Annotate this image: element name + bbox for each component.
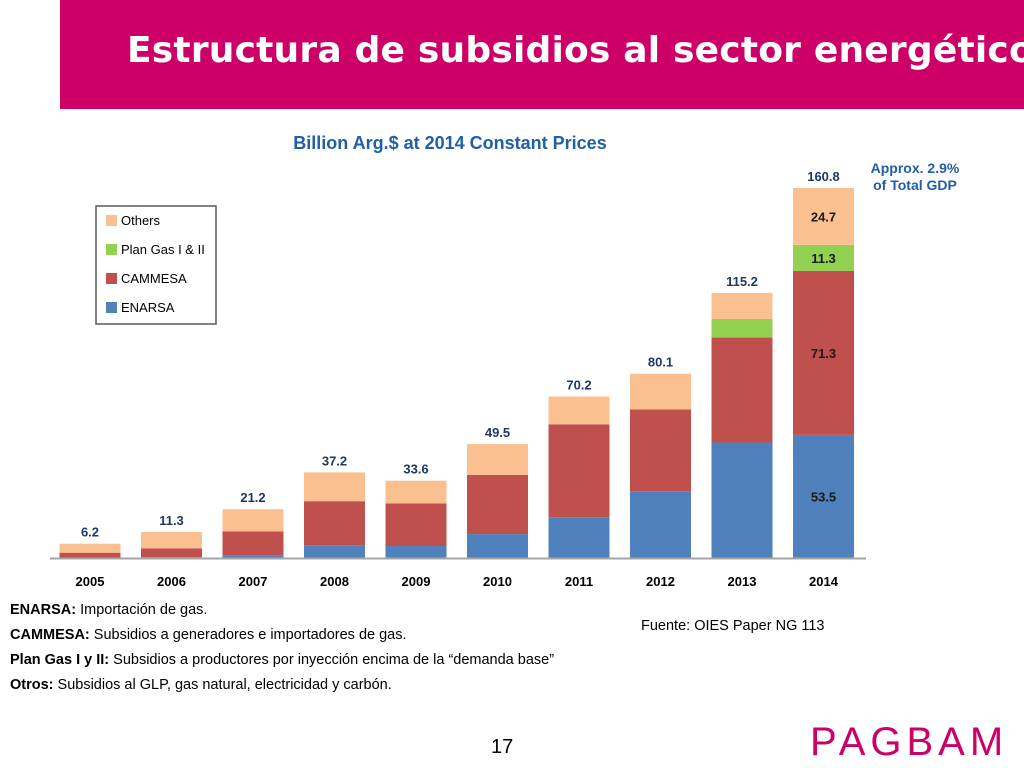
bar-segment [141,531,202,549]
x-tick-label: 2010 [483,574,512,589]
note-cammesa: CAMMESA: Subsidios a generadores e impor… [10,623,670,648]
bar-segment [222,509,284,532]
bar-segment [467,474,528,535]
bar-segment [304,545,365,558]
bar-segment [548,396,610,425]
note-label: Otros: [10,677,54,693]
gdp-annotation: Approx. 2.9% [871,160,960,176]
bar-segment [630,491,691,558]
legend-label: ENARSA [121,300,175,315]
bar-segment [630,409,691,492]
bar-total-label: 115.2 [726,274,758,289]
page-number: 17 [491,736,514,758]
bar-total-label: 37.2 [322,453,347,468]
note-text: Subsidios al GLP, gas natural, electrici… [53,677,392,693]
bar-segment [630,373,691,410]
gdp-annotation: of Total GDP [873,177,957,193]
note-enarsa: ENARSA: Importación de gas. [10,598,670,623]
x-tick-label: 2008 [320,574,349,589]
x-tick-label: 2009 [402,574,431,589]
segment-value-label: 11.3 [811,251,836,266]
legend-label: Plan Gas I & II [121,242,205,257]
brand-logo: PAGBAM [810,720,1009,764]
source-note: Fuente: OIES Paper NG 113 [641,618,825,634]
bar-segment [222,531,284,556]
bar-segment [385,503,447,547]
bar-segment [59,552,121,558]
x-tick-label: 2006 [157,574,186,589]
bar-total-label: 70.2 [566,377,591,392]
bar-segment [793,188,854,245]
note-text: Importación de gas. [76,602,208,618]
bar-total-label: 6.2 [81,525,99,540]
note-text: Subsidios a generadores e importadores d… [89,627,407,643]
bar-segment [711,337,773,443]
x-tick-label: 2011 [565,574,593,589]
legend-swatch [106,302,117,313]
legend-label: Others [121,213,161,228]
bar-total-label: 49.5 [485,425,510,440]
bar-segment [711,292,773,319]
bar-total-label: 21.2 [240,490,265,505]
segment-value-label: 71.3 [811,346,836,361]
x-tick-label: 2013 [728,574,757,589]
bar-total-label: 11.3 [159,513,184,528]
title-band [60,0,1024,109]
legend-label: CAMMESA [121,271,187,286]
bar-segment [711,318,773,338]
bar-total-label: 80.1 [648,355,673,370]
note-plan-gas: Plan Gas I y II: Subsidios a productores… [10,648,670,673]
bar-segment [304,501,365,546]
note-text: Subsidios a productores por inyección en… [109,652,555,668]
x-tick-label: 2014 [809,574,839,589]
x-tick-label: 2007 [239,574,268,589]
bar-segment [59,543,121,553]
bar-segment [548,424,610,518]
legend-swatch [106,215,117,226]
definitions-notes: ENARSA: Importación de gas. CAMMESA: Sub… [10,598,670,698]
segment-value-label: 53.5 [811,489,836,504]
bar-segment [711,442,773,558]
x-tick-label: 2005 [76,574,105,589]
legend-swatch [106,244,117,255]
bar-segment [467,444,528,475]
bar-segment [141,548,202,558]
chart: Billion Arg.$ at 2014 Constant Prices 6.2… [50,133,960,589]
bar-segment [467,534,528,558]
bar-segment [304,472,365,502]
bar-segment [222,555,284,558]
bar-segment [793,244,854,271]
bar-total-label: 160.8 [807,169,840,184]
bar-segment [385,480,447,504]
segment-value-label: 24.7 [811,209,836,224]
note-label: ENARSA: [10,602,77,618]
legend-swatch [106,273,117,284]
bar-segment [548,517,610,558]
bar-segment [793,270,854,435]
bar-segment [385,546,447,558]
bar-total-label: 33.6 [403,462,428,477]
bar-segment [793,434,854,558]
chart-title: Billion Arg.$ at 2014 Constant Prices [293,133,606,153]
note-label: Plan Gas I y II: [10,652,110,668]
note-otros: Otros: Subsidios al GLP, gas natural, el… [10,673,670,698]
note-label: CAMMESA: [10,627,90,643]
slide-title: Estructura de subsidios al sector energé… [127,30,1024,71]
x-tick-label: 2012 [646,574,675,589]
